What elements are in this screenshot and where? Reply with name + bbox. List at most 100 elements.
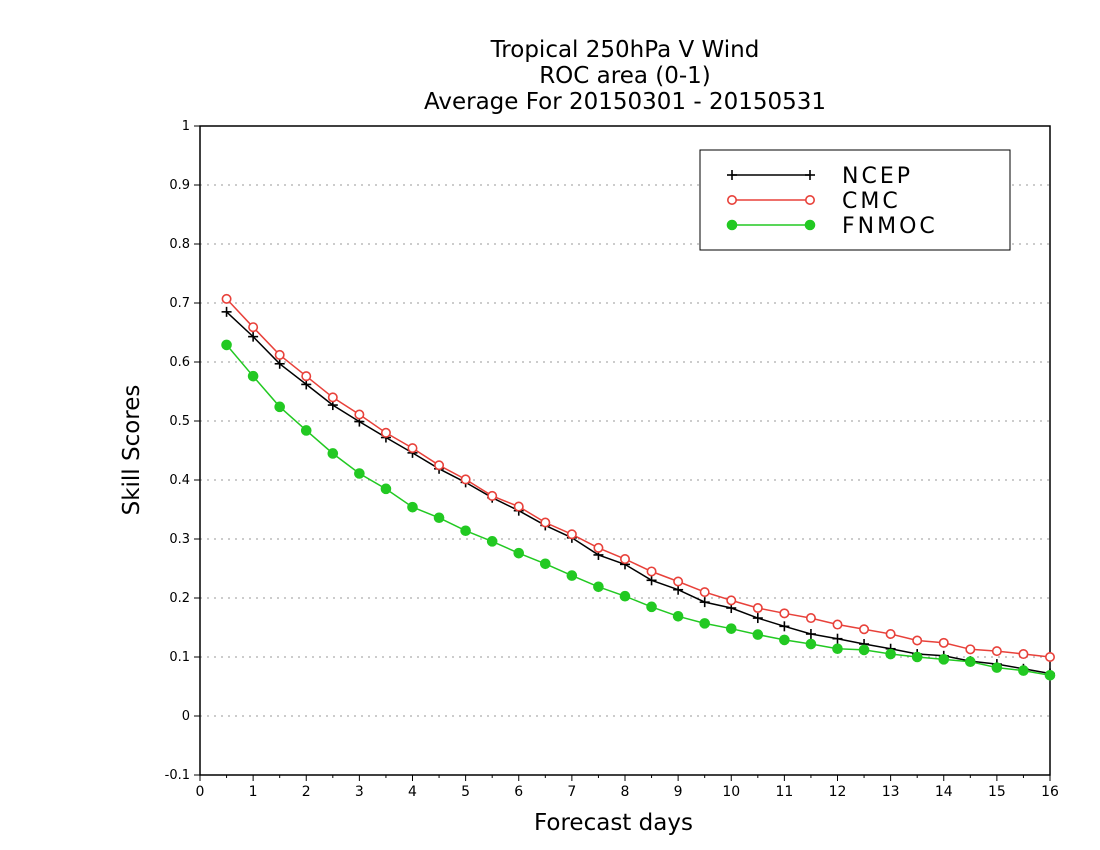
x-tick-label: 6 [514, 784, 523, 800]
data-point-fnmoc [566, 570, 578, 581]
data-point-cmc [779, 608, 790, 619]
data-point-cmc [965, 644, 976, 655]
y-tick-label: 0.7 [169, 296, 190, 311]
y-tick-label: 0.4 [169, 473, 190, 488]
legend-marker-ncep [805, 170, 815, 180]
data-point-cmc [991, 646, 1002, 657]
x-tick-label: 12 [829, 784, 847, 800]
data-point-ncep [274, 358, 285, 369]
x-tick-label: 2 [302, 784, 311, 800]
data-point-ncep [699, 597, 710, 608]
data-point-cmc [752, 603, 763, 614]
data-point-cmc [434, 460, 445, 471]
data-point-cmc [805, 613, 816, 624]
data-point-fnmoc [752, 629, 764, 640]
y-tick-label: 0.3 [169, 532, 190, 547]
data-point-fnmoc [1018, 665, 1029, 676]
y-tick-label: 0.1 [169, 650, 190, 665]
series-line-ncep [226, 311, 1051, 675]
data-point-fnmoc [513, 547, 525, 559]
data-point-fnmoc [274, 401, 285, 413]
data-point-cmc [726, 595, 737, 606]
data-point-fnmoc [885, 648, 896, 660]
data-point-fnmoc [938, 654, 950, 665]
data-point-cmc [248, 322, 259, 333]
chart-title-line-2: ROC area (0-1) [539, 63, 711, 89]
data-point-ncep [646, 575, 657, 586]
legend-label-ncep: NCEP [842, 164, 913, 189]
x-tick-label: 15 [988, 784, 1006, 800]
data-point-cmc [673, 576, 684, 587]
legend-marker-cmc [726, 195, 737, 206]
data-point-fnmoc [460, 525, 471, 537]
data-point-fnmoc [247, 370, 259, 382]
data-point-fnmoc [672, 610, 684, 622]
legend-marker-ncep [727, 170, 737, 180]
data-point-ncep [805, 628, 816, 639]
data-point-fnmoc [433, 512, 445, 524]
y-tick-label: 0.8 [169, 237, 190, 252]
data-point-fnmoc [832, 643, 843, 655]
data-point-fnmoc [991, 662, 1003, 673]
data-point-cmc [566, 529, 577, 540]
data-point-cmc [619, 554, 630, 565]
x-tick-label: 16 [1041, 784, 1059, 800]
x-tick-label: 0 [196, 784, 205, 800]
data-point-fnmoc [354, 468, 365, 479]
data-point-cmc [407, 443, 418, 454]
data-point-cmc [380, 427, 391, 438]
data-point-cmc [460, 474, 471, 485]
x-tick-label: 9 [674, 784, 683, 800]
data-point-cmc [593, 542, 604, 553]
data-point-fnmoc [725, 623, 737, 634]
data-point-fnmoc [221, 339, 232, 351]
x-tick-label: 7 [567, 784, 576, 800]
data-point-fnmoc [327, 448, 339, 459]
data-point-cmc [832, 619, 843, 630]
data-point-cmc [912, 635, 923, 646]
series-line-cmc [226, 298, 1051, 658]
data-point-cmc [1045, 651, 1056, 662]
y-tick-label: -0.1 [165, 768, 190, 783]
data-point-cmc [540, 517, 551, 528]
legend-marker-fnmoc [726, 219, 738, 231]
data-point-cmc [646, 566, 657, 577]
x-tick-label: 11 [775, 784, 793, 800]
data-point-cmc [699, 587, 710, 598]
y-tick-label: 0.2 [169, 591, 190, 606]
data-point-fnmoc [646, 601, 657, 613]
data-point-fnmoc [486, 536, 498, 547]
data-point-fnmoc [619, 590, 631, 602]
y-tick-label: 1 [182, 119, 190, 134]
data-point-cmc [221, 293, 232, 304]
data-point-fnmoc [380, 483, 392, 495]
data-point-ncep [832, 633, 843, 644]
data-point-cmc [1018, 649, 1029, 660]
data-point-cmc [487, 490, 498, 501]
x-tick-label: 14 [935, 784, 953, 800]
legend-label-fnmoc: FNMOC [842, 214, 938, 239]
x-tick-label: 8 [621, 784, 630, 800]
data-point-fnmoc [1044, 669, 1056, 681]
data-point-cmc [938, 637, 949, 648]
data-point-cmc [885, 628, 896, 639]
x-tick-label: 10 [722, 784, 740, 800]
x-axis-label: Forecast days [534, 810, 693, 836]
data-point-ncep [752, 613, 763, 624]
chart-title-line-3: Average For 20150301 - 20150531 [423, 89, 827, 115]
series-line-fnmoc [226, 344, 1051, 677]
data-point-fnmoc [593, 581, 604, 593]
legend-label-cmc: CMC [842, 189, 901, 214]
data-point-fnmoc [805, 638, 817, 650]
data-point-fnmoc [407, 501, 418, 513]
data-point-cmc [513, 501, 524, 512]
x-tick-label: 5 [461, 784, 470, 800]
y-tick-label: 0 [182, 709, 190, 724]
data-point-fnmoc [540, 558, 551, 570]
legend-marker-fnmoc [804, 219, 816, 231]
plot-frame [199, 125, 1051, 776]
x-tick-label: 4 [408, 784, 417, 800]
data-point-cmc [274, 349, 285, 360]
data-point-cmc [301, 371, 312, 382]
x-tick-label: 1 [249, 784, 258, 800]
